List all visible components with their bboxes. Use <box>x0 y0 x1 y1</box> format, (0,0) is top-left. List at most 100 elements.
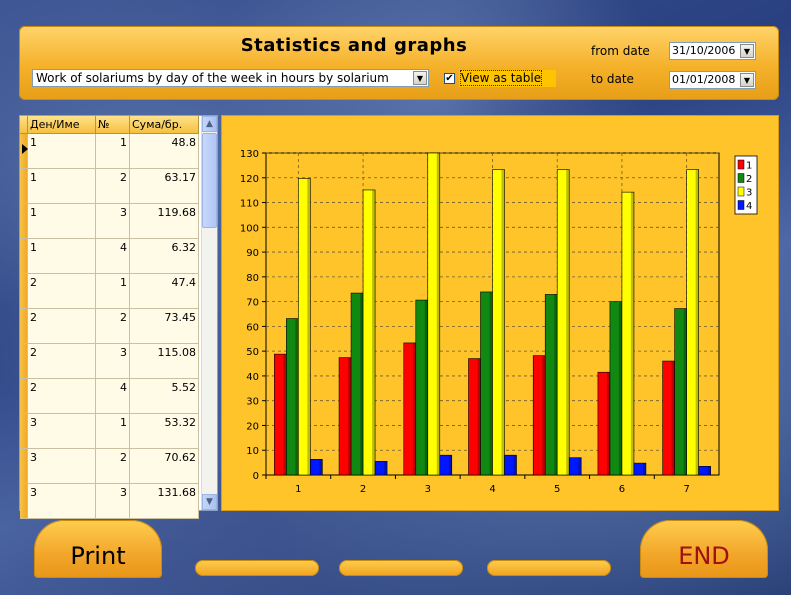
cell-day[interactable]: 2 <box>27 273 96 309</box>
data-grid[interactable]: Ден/Име № Сума/бр. 1 1 48.8 1 2 63.17 1 3 119.68… <box>19 115 218 519</box>
bar[interactable] <box>427 152 441 476</box>
cell-number[interactable]: 1 <box>95 273 130 309</box>
blank-button-1[interactable] <box>195 560 319 576</box>
chevron-down-icon[interactable]: ▼ <box>413 71 427 85</box>
cell-number[interactable]: 2 <box>95 308 130 344</box>
bar[interactable] <box>698 466 711 476</box>
column-header-day[interactable]: Ден/Име <box>27 116 96 134</box>
row-indicator[interactable] <box>20 238 28 274</box>
bar[interactable] <box>362 189 376 476</box>
scroll-up-icon[interactable]: ▲ <box>202 116 217 132</box>
view-as-table-checkbox[interactable]: ✔ <box>444 73 455 84</box>
cell-day[interactable]: 1 <box>27 133 96 169</box>
cell-sum[interactable]: 73.45 <box>129 308 199 344</box>
legend-label: 1 <box>746 161 752 172</box>
cell-day[interactable]: 2 <box>27 343 96 379</box>
bar[interactable] <box>439 454 453 476</box>
cell-sum[interactable]: 5.52 <box>129 378 199 414</box>
cell-day[interactable]: 1 <box>27 238 96 274</box>
cell-sum[interactable]: 47.4 <box>129 273 199 309</box>
y-tick-label: 30 <box>246 397 259 408</box>
blank-button-3[interactable] <box>487 560 611 576</box>
scrollbar-thumb[interactable] <box>202 133 217 228</box>
cell-number[interactable]: 2 <box>95 448 130 484</box>
cell-sum[interactable]: 53.32 <box>129 413 199 449</box>
cell-number[interactable]: 4 <box>95 378 130 414</box>
bar[interactable] <box>298 178 311 476</box>
row-indicator[interactable] <box>20 168 28 204</box>
to-date-field[interactable]: 01/01/2008 ▼ <box>669 71 756 89</box>
cell-day[interactable]: 2 <box>27 308 96 344</box>
vertical-scrollbar[interactable]: ▲ ▼ <box>201 116 217 510</box>
cell-sum[interactable]: 70.62 <box>129 448 199 484</box>
table-row[interactable]: 1 2 63.17 <box>20 168 199 204</box>
bar[interactable] <box>621 191 635 476</box>
cell-sum[interactable]: 6.32 <box>129 238 199 274</box>
bar[interactable] <box>633 462 647 476</box>
cell-sum[interactable]: 119.68 <box>129 203 199 239</box>
row-indicator[interactable] <box>20 378 28 414</box>
cell-day[interactable]: 3 <box>27 448 96 484</box>
row-indicator[interactable] <box>20 343 28 379</box>
row-indicator[interactable] <box>20 413 28 449</box>
table-row[interactable]: 2 4 5.52 <box>20 378 199 414</box>
cell-day[interactable]: 3 <box>27 483 96 519</box>
end-button[interactable]: END <box>640 520 768 578</box>
x-tick-label: 6 <box>619 484 625 495</box>
bar[interactable] <box>568 457 582 476</box>
from-date-field[interactable]: 31/10/2006 ▼ <box>669 42 756 60</box>
table-row[interactable]: 2 2 73.45 <box>20 308 199 344</box>
row-indicator[interactable] <box>20 133 28 169</box>
bar[interactable] <box>686 169 699 476</box>
cell-day[interactable]: 2 <box>27 378 96 414</box>
column-header-sum[interactable]: Сума/бр. <box>129 116 199 134</box>
row-indicator[interactable] <box>20 308 28 344</box>
table-row[interactable]: 2 3 115.08 <box>20 343 199 379</box>
legend-swatch <box>737 200 745 210</box>
y-tick-label: 20 <box>246 421 259 432</box>
cell-number[interactable]: 3 <box>95 343 130 379</box>
table-row[interactable]: 3 2 70.62 <box>20 448 199 484</box>
cell-number[interactable]: 3 <box>95 203 130 239</box>
row-indicator[interactable] <box>20 273 28 309</box>
scroll-down-icon[interactable]: ▼ <box>202 494 217 510</box>
table-row[interactable]: 3 3 131.68 <box>20 483 199 519</box>
bar[interactable] <box>556 169 570 476</box>
cell-day[interactable]: 1 <box>27 203 96 239</box>
cell-number[interactable]: 4 <box>95 238 130 274</box>
column-header-number[interactable]: № <box>95 116 130 134</box>
header-panel: Statistics and graphs Work of solariums … <box>19 26 779 100</box>
bar-shadow <box>448 455 452 475</box>
cell-number[interactable]: 2 <box>95 168 130 204</box>
cell-day[interactable]: 3 <box>27 413 96 449</box>
bar-shadow <box>695 169 699 475</box>
cell-number[interactable]: 3 <box>95 483 130 519</box>
table-row[interactable]: 3 1 53.32 <box>20 413 199 449</box>
bar[interactable] <box>492 169 505 476</box>
cell-number[interactable]: 1 <box>95 413 130 449</box>
bar[interactable] <box>504 454 517 476</box>
report-type-select[interactable]: Work of solariums by day of the week in … <box>32 69 429 87</box>
table-row[interactable]: 2 1 47.4 <box>20 273 199 309</box>
print-button[interactable]: Print <box>34 520 162 578</box>
table-row[interactable]: 1 4 6.32 <box>20 238 199 274</box>
bar-chart: 0 10 20 30 40 50 60 70 80 90 100 110 120 130 1 2 3 4 5 6 7 1 2… <box>240 149 758 495</box>
cell-sum[interactable]: 48.8 <box>129 133 199 169</box>
cell-number[interactable]: 1 <box>95 133 130 169</box>
cell-sum[interactable]: 115.08 <box>129 343 199 379</box>
row-indicator[interactable] <box>20 483 28 519</box>
table-row[interactable]: 1 1 48.8 <box>20 133 199 169</box>
bar[interactable] <box>374 461 388 476</box>
calendar-dropdown-icon[interactable]: ▼ <box>740 44 754 58</box>
to-date-value: 01/01/2008 <box>672 73 736 86</box>
cell-sum[interactable]: 63.17 <box>129 168 199 204</box>
view-as-table-label-box[interactable]: View as table <box>459 70 556 87</box>
blank-button-2[interactable] <box>339 560 463 576</box>
table-row[interactable]: 1 3 119.68 <box>20 203 199 239</box>
cell-sum[interactable]: 131.68 <box>129 483 199 519</box>
cell-day[interactable]: 1 <box>27 168 96 204</box>
bar[interactable] <box>310 459 323 476</box>
row-indicator[interactable] <box>20 203 28 239</box>
row-indicator[interactable] <box>20 448 28 484</box>
calendar-dropdown-icon[interactable]: ▼ <box>740 73 754 87</box>
